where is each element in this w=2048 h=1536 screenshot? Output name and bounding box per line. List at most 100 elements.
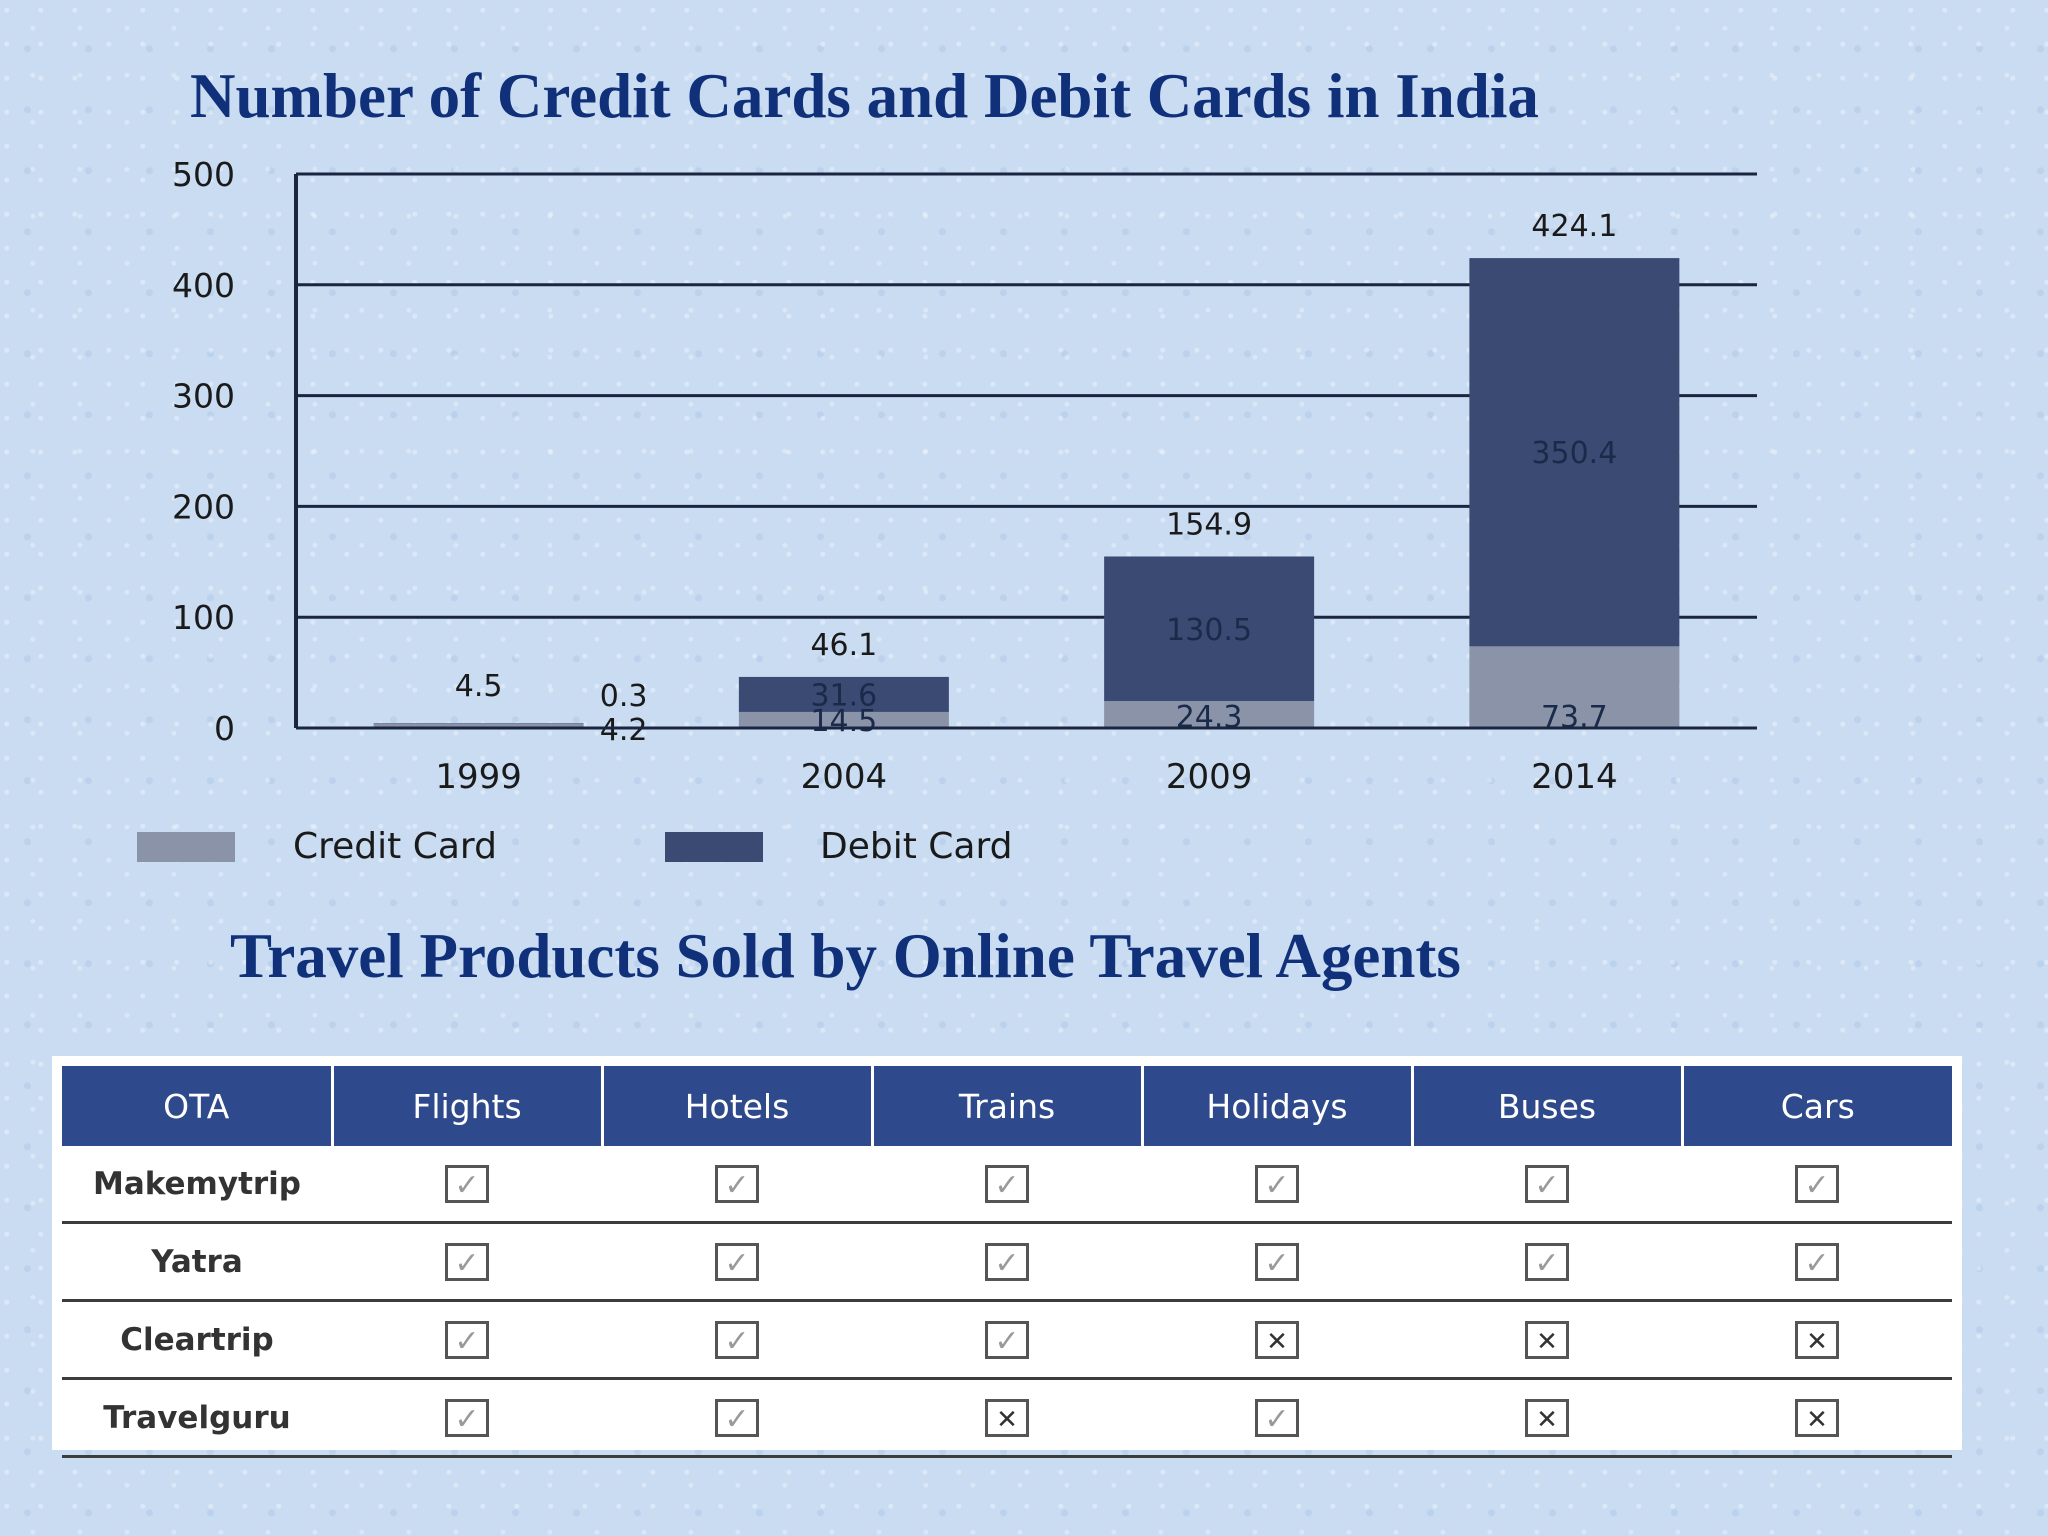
checked-box-icon: ✓ [715,1320,759,1359]
table-title: Travel Products Sold by Online Travel Ag… [230,921,1461,991]
table-cell: ✓ [872,1222,1142,1302]
debit-value-label: 31.6 [810,678,877,713]
checked-box-icon: ✓ [1795,1164,1839,1203]
x-tick-label: 2009 [1166,757,1253,797]
table-cell: ✓ [602,1378,872,1458]
checked-box-icon: ✓ [445,1398,489,1437]
table-cell: ✓ [332,1300,602,1380]
table-cell: ✕ [872,1378,1142,1458]
legend-swatch-debit-card [665,832,763,862]
checked-box-icon: ✓ [985,1320,1029,1359]
checked-box-icon: ✓ [445,1242,489,1281]
checked-box-icon: ✓ [445,1320,489,1359]
debit-card-bar [1104,556,1315,702]
y-tick-label: 400 [172,266,235,305]
debit-value-label: 0.3 [600,679,648,714]
y-tick-label: 200 [172,487,235,526]
column-header: Flights [332,1066,604,1146]
total-label: 154.9 [1166,507,1252,542]
table-row: Makemytrip ✓ ✓ ✓ ✓ ✓ ✓ [62,1146,1952,1224]
table-header-row: OTA Flights Hotels Trains Holidays Buses Cars [62,1066,1952,1146]
column-header: Trains [872,1066,1144,1146]
legend-label-debit-card: Debit Card [820,826,1013,867]
credit-value-label: 4.2 [600,713,648,748]
crossed-box-icon: ✕ [985,1398,1029,1437]
table-cell: ✓ [872,1300,1142,1380]
table-cell: ✕ [1142,1300,1412,1380]
crossed-box-icon: ✕ [1795,1398,1839,1437]
debit-value-label: 350.4 [1531,436,1617,471]
y-tick-label: 100 [172,598,235,637]
checked-box-icon: ✓ [715,1164,759,1203]
crossed-box-icon: ✕ [1255,1320,1299,1359]
checked-box-icon: ✓ [445,1164,489,1203]
checked-box-icon: ✓ [985,1242,1029,1281]
table-cell: ✓ [332,1146,602,1224]
table-cell: ✕ [1682,1378,1952,1458]
debit-card-bar [1469,258,1680,647]
table-cell: ✓ [332,1222,602,1302]
x-tick-label: 1999 [435,757,522,797]
table-cell: ✕ [1412,1300,1682,1380]
crossed-box-icon: ✕ [1525,1320,1569,1359]
crossed-box-icon: ✕ [1795,1320,1839,1359]
table-cell: ✓ [602,1222,872,1302]
table-cell: ✓ [602,1146,872,1224]
chart-title: Number of Credit Cards and Debit Cards i… [190,61,1539,131]
credit-card-bar [1469,646,1680,728]
stacked-bar-chart: 500 400 300 200 100 0 1999 4.5 0.34.2 2004 46.1 31.… [137,155,1757,867]
legend-label-credit-card: Credit Card [293,826,497,867]
debit-value-label: 130.5 [1166,613,1252,648]
table-cell: ✓ [1412,1222,1682,1302]
checked-box-icon: ✓ [715,1398,759,1437]
table-body: Makemytrip ✓ ✓ ✓ ✓ ✓ ✓ Yatra ✓ ✓ ✓ ✓ ✓ ✓ Cleartrip ✓ ✓ ✓ ✕… [62,1146,1952,1458]
table-cell: ✓ [332,1378,602,1458]
ota-products-table: OTA Flights Hotels Trains Holidays Buses Cars … [52,1056,1962,1458]
table-cell: ✓ [1142,1378,1412,1458]
ota-name: Yatra [62,1222,332,1302]
checked-box-icon: ✓ [1255,1398,1299,1437]
total-label: 4.5 [455,669,503,704]
checked-box-icon: ✓ [1255,1242,1299,1281]
column-header: Buses [1412,1066,1684,1146]
ota-name: Travelguru [62,1378,332,1458]
credit-value-label: 73.7 [1541,700,1608,735]
ota-name: Makemytrip [62,1146,332,1224]
table-cell: ✓ [872,1146,1142,1224]
x-tick-label: 2014 [1531,757,1618,797]
legend-swatch-credit-card [137,832,235,862]
column-header: OTA [62,1066,334,1146]
checked-box-icon: ✓ [1255,1164,1299,1203]
crossed-box-icon: ✕ [1525,1398,1569,1437]
table-cell: ✓ [1682,1222,1952,1302]
table-row: Yatra ✓ ✓ ✓ ✓ ✓ ✓ [62,1222,1952,1302]
checked-box-icon: ✓ [715,1242,759,1281]
checked-box-icon: ✓ [1795,1242,1839,1281]
debit-card-bar [738,676,949,712]
table-row: Travelguru ✓ ✓ ✕ ✓ ✕ ✕ [62,1378,1952,1458]
table-cell: ✕ [1682,1300,1952,1380]
credit-value-label: 14.5 [810,704,877,739]
x-tick-label: 2004 [801,757,888,797]
column-header: Cars [1682,1066,1952,1146]
credit-card-bar [1104,701,1315,728]
checked-box-icon: ✓ [985,1164,1029,1203]
credit-card-bar [738,711,949,728]
total-label: 46.1 [810,628,877,663]
credit-card-bar [373,723,584,728]
table-cell: ✓ [602,1300,872,1380]
checked-box-icon: ✓ [1525,1242,1569,1281]
table-row: Cleartrip ✓ ✓ ✓ ✕ ✕ ✕ [62,1300,1952,1380]
y-tick-label: 500 [172,155,235,194]
checked-box-icon: ✓ [1525,1164,1569,1203]
y-tick-label: 0 [214,709,235,748]
column-header: Hotels [602,1066,874,1146]
y-tick-label: 300 [172,377,235,416]
table-cell: ✓ [1412,1146,1682,1224]
table-cell: ✓ [1682,1146,1952,1224]
column-header: Holidays [1142,1066,1414,1146]
table-cell: ✓ [1142,1146,1412,1224]
ota-name: Cleartrip [62,1300,332,1380]
total-label: 424.1 [1531,209,1617,244]
table-cell: ✓ [1142,1222,1412,1302]
